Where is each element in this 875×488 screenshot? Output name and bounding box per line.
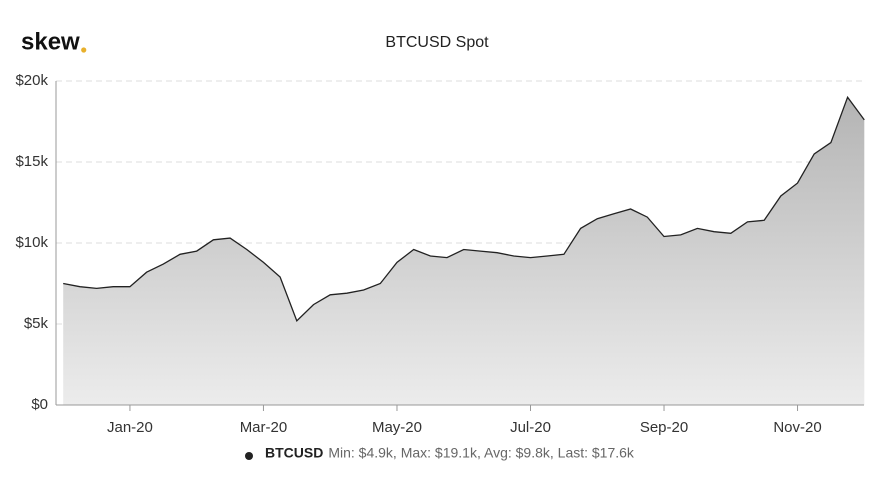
line — [63, 95, 865, 322]
x-tick-label: Mar-20 — [240, 419, 288, 436]
y-tick-label: $10k — [15, 234, 48, 251]
y-tick-label: $15k — [15, 153, 48, 170]
brand-dot — [81, 47, 87, 53]
x-tick-label: Sep-20 — [640, 419, 688, 436]
x-tick-label: Jul-20 — [510, 419, 551, 436]
x-tick-label: Nov-20 — [773, 419, 821, 436]
chart-title: BTCUSD Spot — [385, 34, 489, 51]
y-tick-label: $0 — [31, 396, 48, 413]
legend-label: BTCUSD — [265, 445, 323, 461]
y-tick-label: $20k — [15, 72, 48, 89]
brand: skew — [21, 28, 80, 55]
legend-marker — [245, 452, 253, 460]
area — [63, 97, 865, 405]
y-tick-label: $5k — [24, 315, 49, 332]
legend-summary: Min: $4.9k, Max: $19.1k, Avg: $9.8k, Las… — [328, 445, 635, 461]
x-tick-label: May-20 — [372, 419, 422, 436]
x-tick-label: Jan-20 — [107, 419, 153, 436]
